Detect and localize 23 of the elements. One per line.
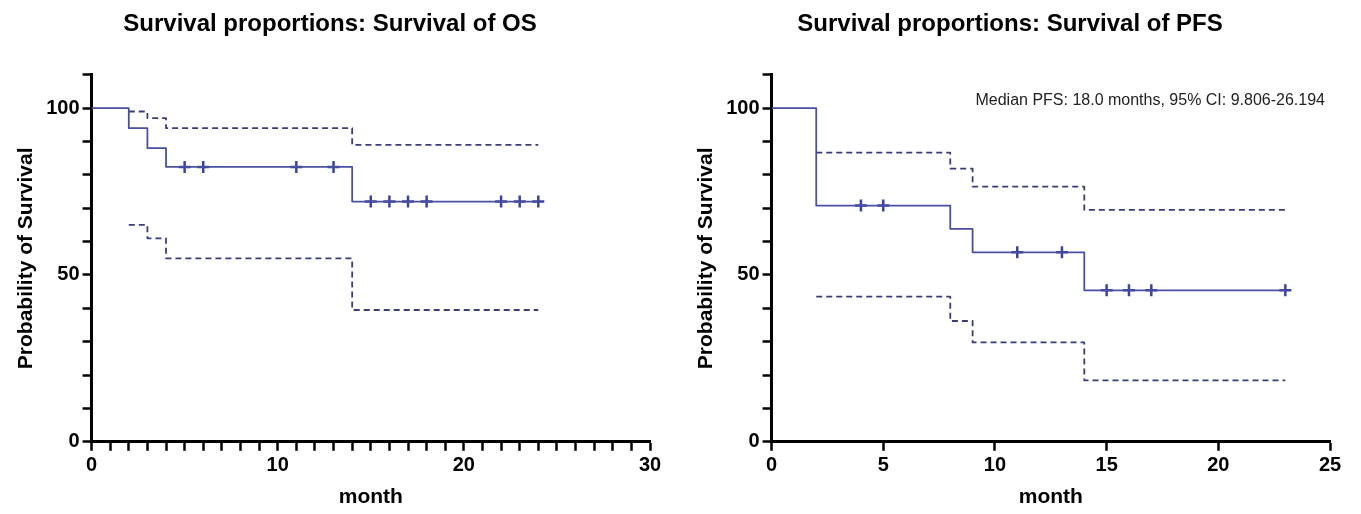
x-tick-label: 20	[452, 453, 475, 476]
chart-title: Survival proportions: Survival of OS	[123, 9, 537, 37]
y-tick-label: 0	[748, 429, 760, 452]
y-axis-title: Probability of Survival	[693, 147, 717, 370]
x-tick-label: 0	[766, 453, 778, 476]
y-tick-label: 50	[57, 262, 80, 285]
y-tick-label: 50	[737, 262, 760, 285]
chart-title: Survival proportions: Survival of PFS	[797, 9, 1223, 37]
annotation: Median PFS: 18.0 months, 95% CI: 9.806-26.194	[975, 91, 1326, 109]
x-tick-label: 30	[638, 453, 662, 476]
x-tick-label: 0	[86, 453, 98, 476]
x-tick-label: 20	[1207, 453, 1230, 476]
y-tick-label: 100	[46, 95, 80, 118]
x-tick-label: 25	[1318, 453, 1342, 476]
y-tick-label: 0	[68, 429, 80, 452]
x-tick-label: 10	[266, 453, 289, 476]
y-axis-title: Probability of Survival	[13, 147, 37, 370]
x-tick-label: 5	[877, 453, 889, 476]
x-axis-title: month	[1018, 484, 1083, 508]
y-tick-label: 100	[726, 95, 760, 118]
x-tick-label: 15	[1095, 453, 1118, 476]
x-axis-title: month	[338, 484, 403, 508]
x-tick-label: 10	[983, 453, 1007, 476]
